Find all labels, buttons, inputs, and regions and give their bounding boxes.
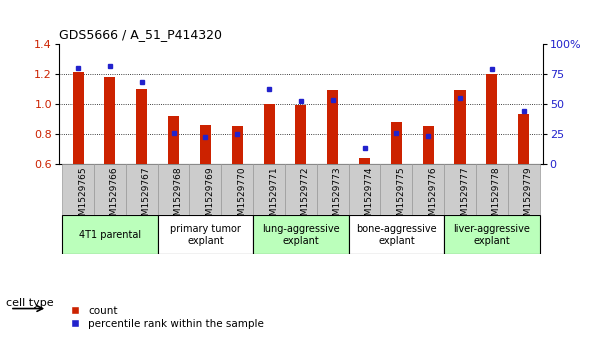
- Text: GSM1529769: GSM1529769: [205, 167, 214, 227]
- Text: GSM1529776: GSM1529776: [428, 167, 437, 227]
- Bar: [508, 164, 540, 215]
- Text: GSM1529770: GSM1529770: [237, 167, 246, 227]
- Text: GSM1529772: GSM1529772: [301, 167, 310, 227]
- Text: liver-aggressive
explant: liver-aggressive explant: [454, 224, 530, 245]
- Text: GSM1529765: GSM1529765: [78, 167, 87, 227]
- Text: GSM1529768: GSM1529768: [173, 167, 182, 227]
- Bar: [104, 77, 116, 164]
- Bar: [158, 215, 253, 254]
- Text: GSM1529767: GSM1529767: [142, 167, 151, 227]
- Bar: [200, 125, 211, 164]
- Bar: [476, 164, 508, 215]
- Text: GDS5666 / A_51_P414320: GDS5666 / A_51_P414320: [59, 28, 222, 41]
- Bar: [349, 215, 444, 254]
- Text: GSM1529779: GSM1529779: [524, 167, 533, 227]
- Bar: [136, 89, 148, 164]
- Bar: [317, 164, 349, 215]
- Bar: [359, 158, 370, 164]
- Bar: [168, 116, 179, 164]
- Bar: [62, 164, 94, 215]
- Bar: [349, 164, 381, 215]
- Bar: [221, 164, 253, 215]
- Text: GSM1529773: GSM1529773: [333, 167, 342, 227]
- Text: 4T1 parental: 4T1 parental: [79, 230, 141, 240]
- Bar: [486, 74, 497, 164]
- Bar: [412, 164, 444, 215]
- Bar: [62, 215, 158, 254]
- Bar: [253, 164, 285, 215]
- Bar: [285, 164, 317, 215]
- Text: bone-aggressive
explant: bone-aggressive explant: [356, 224, 437, 245]
- Bar: [253, 215, 349, 254]
- Text: GSM1529774: GSM1529774: [365, 167, 373, 227]
- Bar: [264, 104, 274, 164]
- Text: lung-aggressive
explant: lung-aggressive explant: [262, 224, 340, 245]
- Bar: [422, 126, 434, 164]
- Bar: [189, 164, 221, 215]
- Bar: [454, 90, 466, 164]
- Bar: [327, 90, 338, 164]
- Legend: count, percentile rank within the sample: count, percentile rank within the sample: [64, 306, 264, 329]
- Text: GSM1529777: GSM1529777: [460, 167, 469, 227]
- Bar: [73, 72, 84, 164]
- Bar: [232, 126, 243, 164]
- Text: GSM1529778: GSM1529778: [492, 167, 501, 227]
- Bar: [381, 164, 412, 215]
- Bar: [126, 164, 158, 215]
- Text: GSM1529775: GSM1529775: [396, 167, 405, 227]
- Bar: [296, 105, 306, 164]
- Bar: [94, 164, 126, 215]
- Bar: [391, 122, 402, 164]
- Text: GSM1529766: GSM1529766: [110, 167, 119, 227]
- Text: cell type: cell type: [6, 298, 54, 308]
- Text: GSM1529771: GSM1529771: [269, 167, 278, 227]
- Bar: [444, 215, 540, 254]
- Bar: [444, 164, 476, 215]
- Text: primary tumor
explant: primary tumor explant: [170, 224, 241, 245]
- Bar: [518, 114, 529, 164]
- Bar: [158, 164, 189, 215]
